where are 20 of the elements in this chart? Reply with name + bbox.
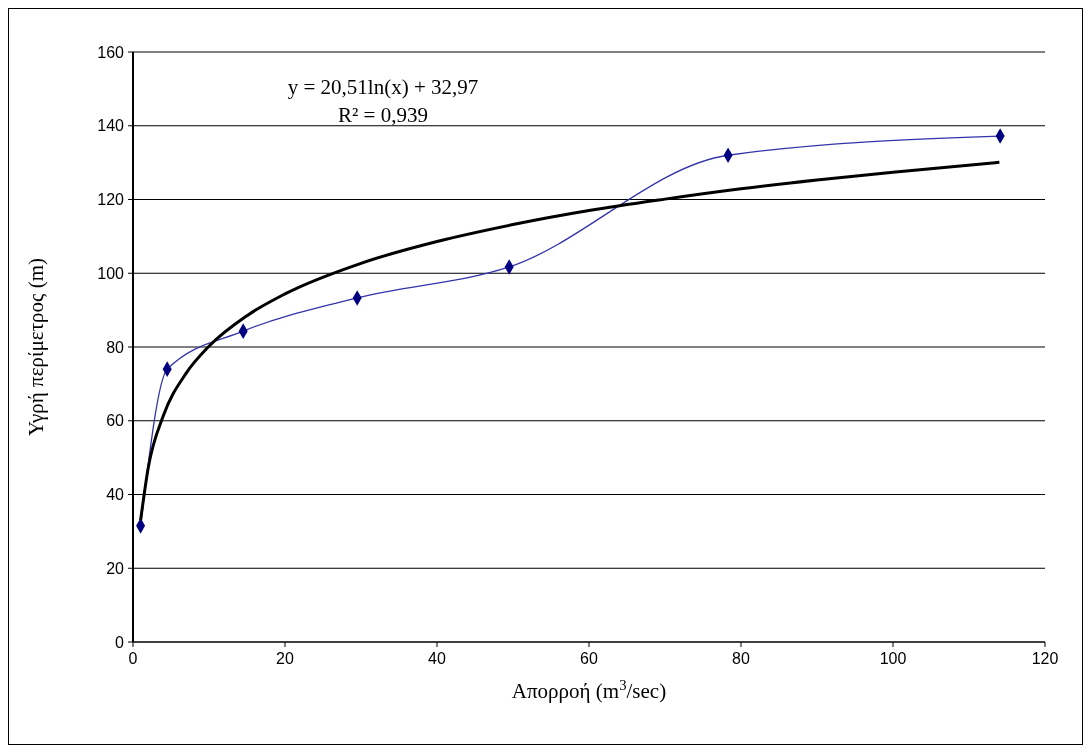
- x-tick-label: 60: [580, 650, 598, 667]
- y-tick-label: 20: [106, 559, 125, 577]
- x-tick-label: 40: [428, 650, 446, 667]
- y-axis-title: Υγρή περίμετρος (m): [24, 258, 48, 436]
- x-axis-title: Απορροή (m$^{3}$/sec): [511, 677, 667, 703]
- x-tick-label: 120: [1031, 650, 1059, 667]
- annotation: R² = 0,939: [338, 103, 428, 127]
- y-tick-label: 140: [97, 117, 125, 135]
- x-tick-label: 0: [128, 650, 138, 667]
- y-tick-label: 40: [106, 486, 125, 504]
- x-tick-label: 100: [879, 650, 907, 667]
- y-tick-label: 120: [97, 191, 125, 209]
- y-tick-label: 0: [115, 633, 125, 651]
- y-tick-label: 80: [106, 338, 125, 356]
- y-tick-label: 60: [106, 412, 125, 430]
- annotation: y = 20,51ln(x) + 32,97: [287, 75, 479, 99]
- y-tick-label: 100: [97, 264, 125, 282]
- x-tick-label: 80: [732, 650, 750, 667]
- y-tick-label: 160: [97, 43, 125, 61]
- x-tick-label: 20: [276, 650, 294, 667]
